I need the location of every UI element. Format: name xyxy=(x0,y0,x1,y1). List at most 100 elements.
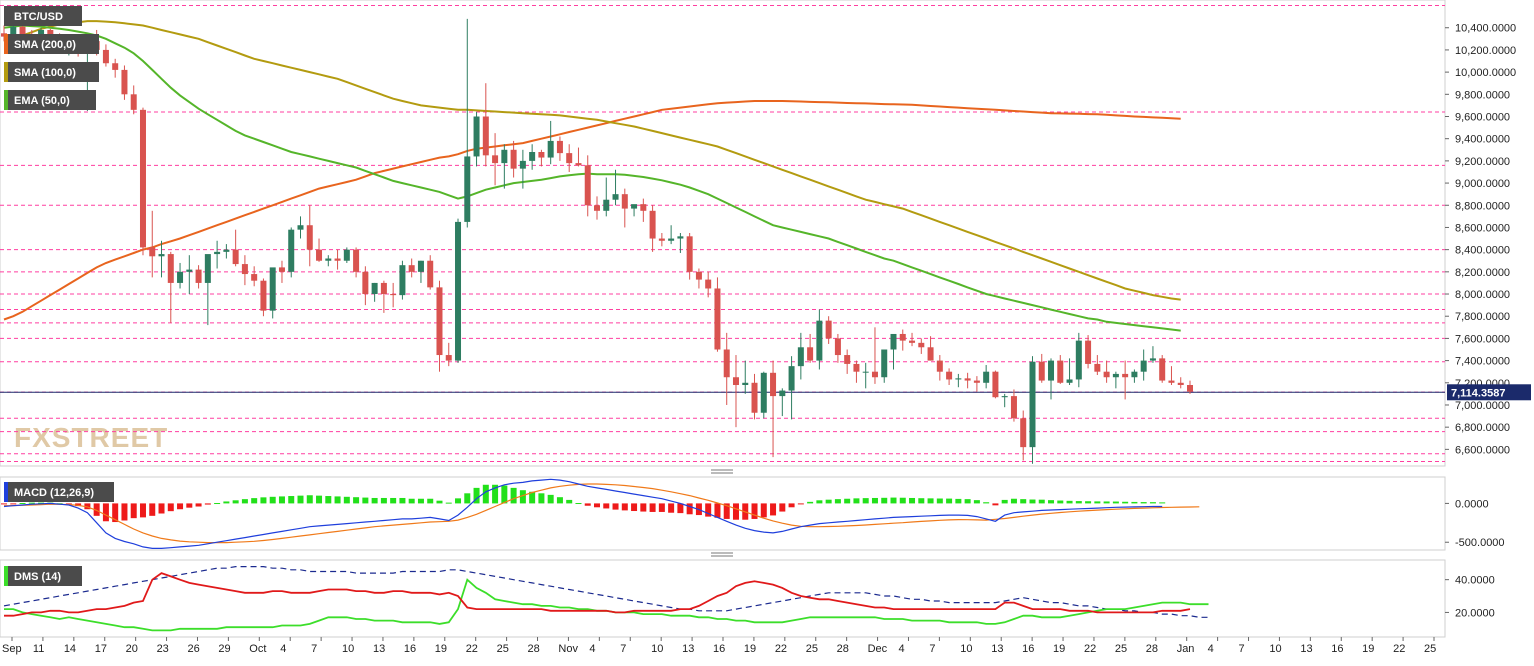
x-axis-date-label: 10 xyxy=(651,643,663,655)
candle-body xyxy=(862,371,869,373)
x-axis-date-label: 19 xyxy=(1362,643,1374,655)
candle-body xyxy=(223,249,230,252)
macd-panel-frame xyxy=(0,476,1446,551)
macd-histogram-bar xyxy=(1010,498,1017,504)
y-axis-tick-label: 8,000.0000 xyxy=(1455,289,1510,301)
candle-body xyxy=(695,271,702,280)
macd-histogram-bar xyxy=(10,503,17,505)
macd-histogram-bar xyxy=(177,503,184,510)
candle-body xyxy=(751,382,758,413)
candle-body xyxy=(427,260,434,288)
macd-histogram-bar xyxy=(1103,501,1110,504)
candle-body xyxy=(167,254,174,283)
y-axis-tick-label: 8,800.0000 xyxy=(1455,200,1510,212)
macd-histogram-bar xyxy=(547,494,554,504)
candle-body xyxy=(501,149,508,164)
macd-histogram-bar xyxy=(464,493,471,504)
macd-histogram-bar xyxy=(1131,501,1138,504)
macd-histogram-bar xyxy=(797,503,804,505)
sma-200-line xyxy=(3,100,1181,321)
y-axis-tick-label: 6,600.0000 xyxy=(1455,444,1510,456)
candle-body xyxy=(881,349,888,378)
macd-histogram-bar xyxy=(195,503,202,507)
current-price-badge xyxy=(1447,384,1531,401)
candle-body xyxy=(102,49,109,64)
x-axis-date-label: 25 xyxy=(806,643,818,655)
candle-body xyxy=(797,347,804,367)
macd-histogram-bar xyxy=(714,503,721,518)
macd-histogram-bar xyxy=(640,503,647,512)
x-axis-date-label: 10 xyxy=(1269,643,1281,655)
macd-histogram-bar xyxy=(723,503,730,519)
macd-histogram-bar xyxy=(241,499,248,504)
macd-histogram-bar xyxy=(38,502,45,504)
y-axis-tick-label: 10,000.0000 xyxy=(1455,67,1516,79)
x-axis-date-label: 11 xyxy=(33,643,44,655)
sma-100-line xyxy=(3,20,1181,301)
watermark-logo: FXSTREET xyxy=(14,422,168,453)
candle-body xyxy=(668,238,675,241)
candle-body xyxy=(909,340,916,343)
candle-body xyxy=(621,194,628,209)
candle-body xyxy=(529,152,536,161)
candle-body xyxy=(510,149,517,169)
macd-histogram-bar xyxy=(28,502,35,504)
macd-histogram-bar xyxy=(1038,499,1045,504)
macd-histogram-bar xyxy=(566,499,573,504)
candle-body xyxy=(112,63,119,70)
macd-histogram-bar xyxy=(19,503,26,505)
macd-histogram-bar xyxy=(946,498,953,504)
x-axis-date-label: 23 xyxy=(157,643,169,655)
x-axis-date-label: 25 xyxy=(1115,643,1127,655)
candle-body xyxy=(964,378,971,381)
dms-panel-frame xyxy=(0,559,1446,638)
candle-body xyxy=(1131,371,1138,378)
candle-body xyxy=(547,140,554,158)
macd-histogram-bar xyxy=(621,503,628,511)
macd-histogram-bar xyxy=(890,497,897,504)
x-axis-date-label: 22 xyxy=(1393,643,1405,655)
x-axis-date-label: 17 xyxy=(95,643,107,655)
macd-histogram-bar xyxy=(1048,500,1055,504)
macd-histogram-bar xyxy=(445,502,452,504)
candle-body xyxy=(325,258,332,261)
candle-body xyxy=(807,347,814,361)
macd-histogram-bar xyxy=(306,495,313,504)
legend-color-swatch xyxy=(4,62,8,82)
x-axis-date-label: 19 xyxy=(1053,643,1065,655)
x-axis-date-label: 7 xyxy=(620,643,626,655)
candle-body xyxy=(1094,363,1101,372)
candle-body xyxy=(371,282,378,295)
macd-histogram-bar xyxy=(899,497,906,504)
macd-histogram-bar xyxy=(130,503,137,519)
macd-histogram-bar xyxy=(881,497,888,504)
y-axis-tick-label: 9,600.0000 xyxy=(1455,112,1510,124)
macd-histogram-bar xyxy=(936,498,943,504)
candle-body xyxy=(436,287,443,356)
y-axis-tick-label: 7,000.0000 xyxy=(1455,400,1510,412)
y-axis-tick-label: 10,200.0000 xyxy=(1455,45,1516,57)
candle-body xyxy=(742,382,749,386)
macd-histogram-bar xyxy=(1122,501,1129,504)
macd-histogram-bar xyxy=(353,497,360,504)
macd-histogram-bar xyxy=(538,493,545,504)
candle-body xyxy=(936,360,943,372)
macd-histogram-bar xyxy=(788,503,795,508)
candle-body xyxy=(130,94,137,110)
x-axis-date-label: Sep xyxy=(2,643,22,655)
candle-body xyxy=(464,156,471,222)
x-axis-date-label: 4 xyxy=(898,643,904,655)
dms-minus-di-line xyxy=(4,572,1191,617)
x-axis-date-label: 13 xyxy=(373,643,385,655)
y-axis-tick-label: 7,400.0000 xyxy=(1455,356,1510,368)
candle-body xyxy=(955,378,962,380)
macd-histogram-bar xyxy=(436,500,443,504)
macd-histogram-bar xyxy=(732,503,739,520)
macd-histogram-bar xyxy=(594,503,600,508)
dms-legend-label: DMS (14) xyxy=(14,571,61,583)
macd-histogram-bar xyxy=(510,487,517,504)
candle-body xyxy=(139,109,146,248)
candle-body xyxy=(686,236,693,272)
y-axis-tick-label: 7,800.0000 xyxy=(1455,311,1510,323)
